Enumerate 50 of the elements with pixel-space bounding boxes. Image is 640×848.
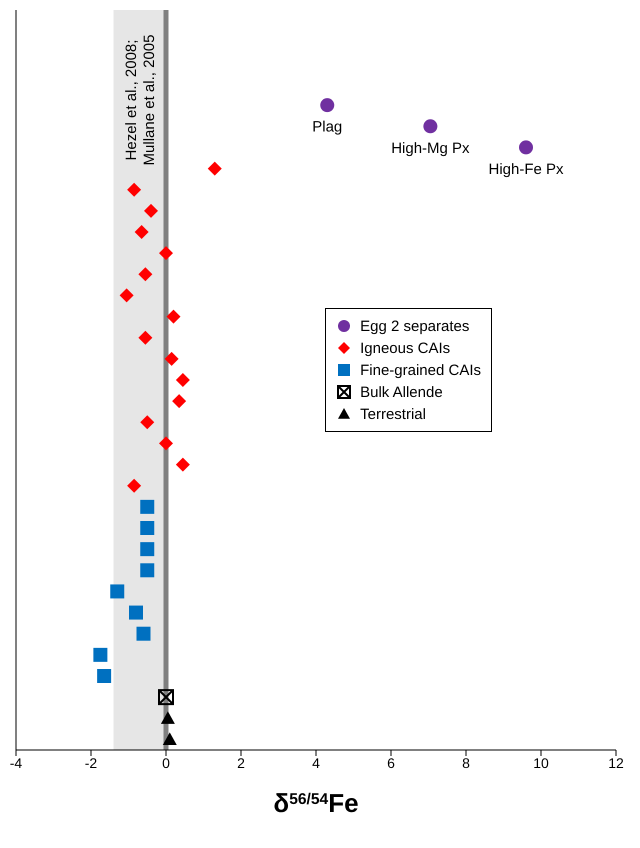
point [320,98,334,112]
point [138,267,152,282]
band-label: Hezel et al., 2008; Mullane et al., 2005 [122,34,158,166]
x-tick-label: 8 [462,754,470,771]
x-tick-label: -4 [10,754,22,771]
point [159,436,173,450]
legend-label: Bulk Allende [360,384,443,400]
point [129,606,143,620]
legend-label: Terrestrial [360,406,426,422]
x-tick-label: 0 [162,754,170,771]
point [164,352,179,366]
point [140,521,154,535]
x-tick-label: 10 [533,754,549,771]
point [423,119,438,134]
point [97,669,112,683]
point [208,162,222,176]
legend-label: Egg 2 separates [360,318,470,334]
point [140,542,154,556]
data-label: Plag [312,118,342,136]
legend-label: Fine-grained CAIs [360,362,481,378]
point [144,204,158,218]
point [134,225,149,239]
data-label: High-Fe Px [488,160,564,178]
point [162,732,177,746]
point [166,310,180,324]
x-tick-label: 12 [608,754,624,771]
x-tick-label: 2 [237,754,246,771]
point [120,288,134,302]
legend-label: Igneous CAIs [360,340,450,356]
x-tick-label: 6 [387,754,396,771]
point [140,415,154,430]
point [110,584,124,598]
x-tick-label: 4 [312,754,320,771]
point [127,478,142,493]
point [138,330,152,345]
point [176,458,190,472]
x-axis-title: δ$^{56/54}$Fe [273,788,359,818]
point [93,648,108,662]
x-tick-label: -2 [84,754,98,771]
point [176,373,190,387]
point [140,563,154,578]
point [136,626,150,641]
point [160,711,175,724]
point [159,246,173,260]
point [172,394,186,408]
point [140,500,154,514]
data-label: High-Mg Px [391,140,470,157]
point [127,182,142,197]
point [519,140,533,154]
point [158,689,174,706]
